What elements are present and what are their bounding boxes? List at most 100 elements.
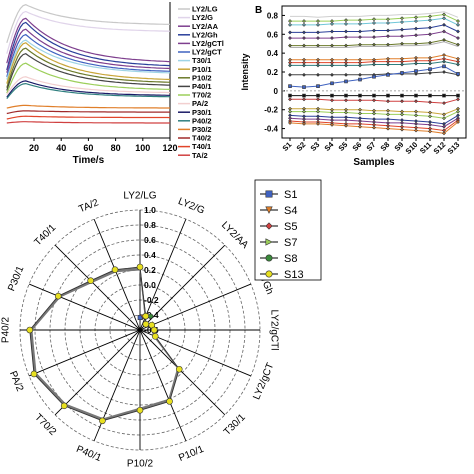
panel-c-axis-label: LY2/LG [123,191,156,202]
panel-a-series-line [6,104,170,109]
panel-b-point [330,98,334,103]
panel-c-axis-label: T40/1 [32,222,58,248]
panel-b-point [428,32,432,37]
panel-c-axis-label: TA/2 [77,197,100,215]
panel-b-point [288,97,292,102]
panel-b-point [302,43,306,48]
panel-b-point [456,36,460,40]
panel-c-legend-marker [265,270,273,278]
panel-a-legend-label: P40/2 [192,116,212,125]
panel-b-series-line [290,11,459,18]
panel-c-spoke [28,329,141,377]
panel-b-point [344,93,348,98]
panel-c-point [99,417,106,425]
panel-a-series-line [6,80,170,98]
panel-b-point [358,77,362,82]
panel-b-point [288,22,292,27]
panel-b-point [442,53,446,57]
panel-b-point [316,97,320,102]
panel-c-point [30,370,38,378]
panel-b-point [330,29,334,34]
panel-b-point [358,42,362,47]
panel-b-point [414,99,418,104]
panel-c-point [87,277,94,284]
panel-b-point [442,38,446,42]
panel-b-point [442,22,446,27]
panel-c-axis-label: LY2/gCT [251,361,276,401]
panel-b-point [358,111,362,116]
panel-c-point [136,263,144,271]
panel-c-spoke [139,329,252,377]
panel-b-y-tick-label: -0.4 [264,125,278,134]
panel-b-point [358,98,362,103]
panel-b-point [316,43,320,48]
panel-b-point [316,93,320,98]
panel-b-point [400,120,404,125]
panel-b-point [428,129,432,134]
panel-b-x-tick-label: S2 [295,140,308,153]
panel-b-point [316,109,320,114]
panel-a-legend-label: PA/2 [192,99,208,108]
panel-b-x-tick-label: S11 [418,140,434,156]
panel-b-point [414,61,418,66]
panel-b-point [358,72,362,77]
panel-c-legend-label: S5 [284,221,297,233]
panel-b-point [288,72,292,77]
panel-b-point [428,71,432,75]
panel-b-point [344,35,348,40]
panel-a-series-line [6,115,171,120]
panel-c-r-tick-label: 0.8 [144,220,156,230]
panel-c-spoke [54,244,141,331]
panel-c-point [150,326,158,334]
panel-c-legend-label: S4 [284,205,297,217]
panel-b-point [386,21,390,25]
panel-b-point [302,121,306,126]
panel-b-point [372,62,376,67]
panel-a-legend-label: P10/2 [192,73,212,82]
panel-b-point [372,21,376,25]
panel-c-legend-label: S13 [284,269,304,281]
panel-b-point [400,127,404,132]
panel-b-y-tick-label: 0.4 [267,49,279,58]
panel-b-point [316,63,320,68]
panel-b-point [344,72,348,77]
panel-b-x-tick-label: S5 [337,140,350,153]
panel-b-point [428,40,432,45]
panel-b-point [372,28,376,33]
panel-b-point [316,84,320,88]
panel-b-point [456,109,460,114]
panel-b-point [414,69,418,73]
panel-c-axis-label: P30/1 [6,264,26,293]
panel-a-series-line [6,21,171,71]
panel-b-point [386,99,390,104]
panel-b-point [358,93,362,98]
panel-b-point [302,85,306,89]
panel-b-point [344,63,348,68]
panel-b-point [288,30,292,35]
panel-a-x-tick-label: 20 [29,143,39,153]
panel-b-point [400,93,404,98]
panel-b-point [428,18,432,23]
panel-c-legend-marker [265,238,273,246]
panel-b-point [428,14,432,19]
panel-b-point [330,21,334,26]
panel-b-point [386,28,390,33]
panel-b-point [428,93,432,98]
panel-b-point [400,27,404,32]
panel-c-legend-marker [265,206,273,214]
panel-c-axis-label: P10/2 [127,459,154,470]
panel-b-point [456,93,460,98]
panel-a-legend-label: LY2/LG [192,5,218,14]
panel-b-point [414,19,418,24]
panel-b-x-tick-label: S7 [365,140,378,153]
panel-b-point [344,123,348,128]
panel-b-point [400,71,404,75]
panel-c-spoke [28,283,141,331]
panel-b-point [288,43,292,48]
panel-b-point [372,98,376,103]
panel-c-legend: S1 S4 S5 S7 S8 S13 [254,179,322,281]
panel-b-point [414,128,418,133]
panel-b-x-tick-label: S9 [393,140,406,153]
panel-b-point [344,21,348,26]
panel-c-spoke [139,218,187,331]
